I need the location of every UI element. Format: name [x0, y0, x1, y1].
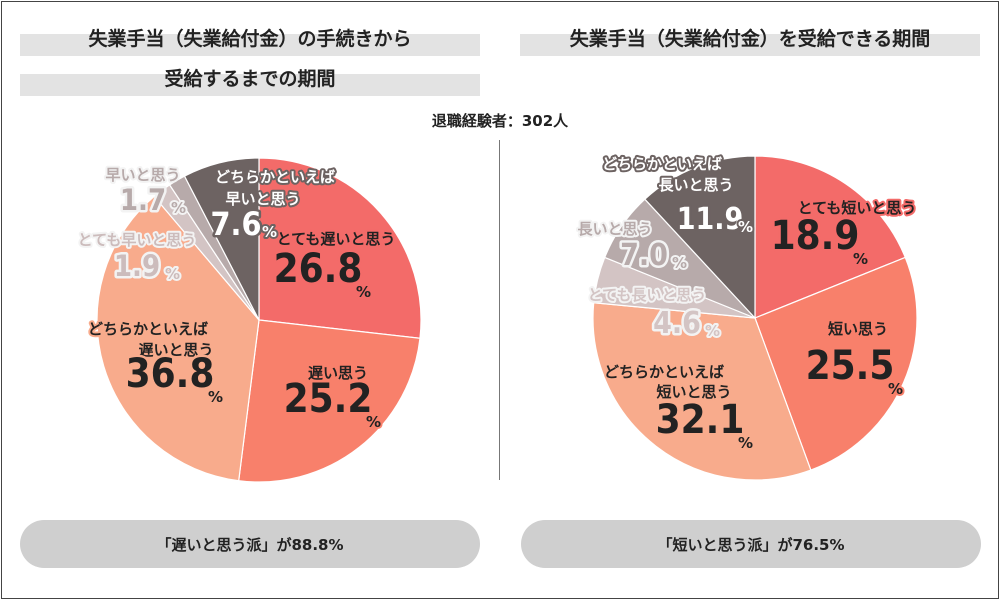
respondent-count: 退職経験者：302人 — [431, 112, 569, 130]
chart1-slice-2-unit: % — [366, 413, 381, 431]
chart2-slice-3 — [592, 302, 812, 481]
chart2-slice-6 — [644, 155, 756, 320]
chart1-slice-4-unit: % — [165, 265, 180, 283]
left-chart-title-line2: 受給するまでの期間 — [164, 68, 336, 90]
right-title-bar — [520, 34, 980, 56]
chart2-slice-3-label: 短いと思う — [656, 383, 731, 401]
chart1-slice-6-value: 7.6 — [211, 205, 262, 243]
chart1-slice-3-label: 遅いと思う — [138, 341, 213, 359]
left-chart-title-line1: 失業手当（失業給付金）の手続きから — [88, 28, 412, 50]
chart1-slice-6-label: 早いと思う — [225, 190, 300, 208]
left-title-bar-1 — [20, 34, 480, 56]
chart2-slice-4-unit: % — [705, 322, 720, 340]
chart2-slice-6-label: どちらかといえば — [602, 155, 722, 173]
chart1-slice-5-label: 早いと思う — [105, 166, 180, 184]
chart1-slice-3-label: どちらかといえば — [88, 320, 208, 338]
right-chart-title: 失業手当（失業給付金）を受給できる期間 — [569, 28, 931, 50]
chart1-slice-5-value: 1.7 — [120, 183, 166, 217]
chart2-slice-5-label: 長いと思う — [577, 220, 652, 238]
chart2-slice-2-label: 短い思う — [828, 320, 888, 338]
chart1-slice-6 — [183, 157, 260, 321]
chart1-slice-3-value: 36.8 — [126, 351, 215, 397]
chart2-slice-2-unit: % — [888, 380, 903, 398]
chart2-slice-5-unit: % — [672, 254, 687, 272]
chart2-slice-3-unit: % — [738, 434, 753, 452]
chart1-slice-2 — [238, 319, 421, 483]
chart1-slice-6-unit: % — [262, 223, 277, 241]
chart1-slice-1-unit: % — [356, 283, 371, 301]
chart2-slice-3-value: 32.1 — [656, 397, 745, 443]
chart1-slice-4-label: とても早いと思う — [78, 231, 197, 249]
chart2-slice-4-value: 4.6 — [653, 306, 701, 341]
chart1-slice-1-label: とても遅いと思う — [277, 230, 396, 248]
chart1-slice-5-unit: % — [171, 199, 186, 217]
left-summary-pill: 「遅いと思う派」が88.8% — [20, 520, 480, 568]
chart1-slice-3 — [96, 195, 260, 482]
chart1-slice-2-value: 25.2 — [284, 376, 373, 422]
chart2-slice-3-label: どちらかといえば — [604, 363, 724, 381]
chart2-slice-1-unit: % — [853, 250, 868, 268]
chart1-slice-6-label: どちらかといえば — [215, 168, 335, 186]
chart1-slice-3-unit: % — [208, 388, 223, 406]
chart2-slice-6-value: 11.9 — [677, 202, 744, 237]
chart2-slice-2-value: 25.5 — [806, 343, 895, 389]
left-title-bar-2 — [20, 74, 480, 96]
chart2-slice-4-label: とても長いと思う — [588, 286, 707, 304]
chart2-slice-6-label: 長いと思う — [658, 176, 733, 194]
chart1-slice-4-value: 1.9 — [114, 249, 160, 283]
chart2-slice-2 — [754, 256, 918, 471]
chart2-slice-1-value: 18.9 — [771, 213, 860, 259]
chart1-slice-1-value: 26.8 — [274, 246, 363, 292]
chart1-slice-2-label: 遅い思う — [308, 364, 368, 382]
chart2-slice-1-label: とても短いと思う — [798, 199, 917, 217]
chart2-slice-5-value: 7.0 — [620, 238, 668, 273]
chart2-slice-1 — [754, 155, 907, 319]
chart2-slice-6-unit: % — [738, 218, 753, 236]
right-summary-pill: 「短いと思う派」が76.5% — [521, 520, 981, 568]
chart1-slice-1 — [258, 157, 422, 339]
panel-divider — [499, 140, 500, 480]
